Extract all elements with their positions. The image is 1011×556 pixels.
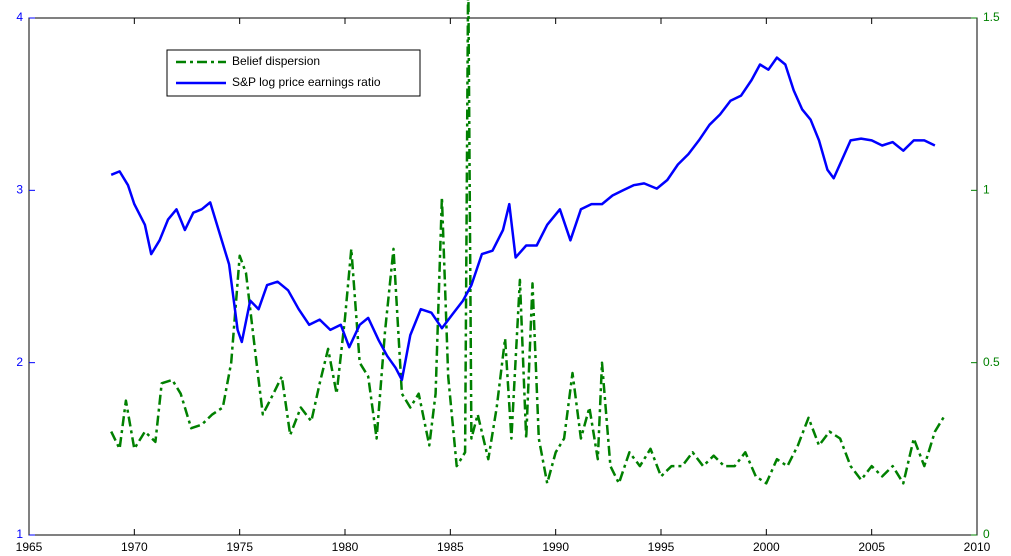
x-tick-label: 2000	[753, 540, 780, 554]
y2-tick-label: 1.5	[983, 10, 1000, 24]
x-tick-label: 1990	[542, 540, 569, 554]
x-tick-label: 2005	[858, 540, 885, 554]
y-tick-label: 3	[16, 183, 23, 197]
legend-box	[166, 49, 421, 97]
legend-label: Belief dispersion	[232, 54, 320, 68]
y-tick-label: 2	[16, 355, 23, 369]
series-line	[110, 56, 936, 382]
x-tick-label: 1985	[437, 540, 464, 554]
y-tick-label: 4	[16, 10, 23, 24]
y2-tick-label: 0.5	[983, 355, 1000, 369]
x-tick-label: 1975	[226, 540, 253, 554]
x-tick-label: 2010	[964, 540, 991, 554]
x-tick-label: 1970	[121, 540, 148, 554]
x-tick-label: 1980	[332, 540, 359, 554]
plot-frame	[28, 17, 978, 536]
y-tick-label: 1	[16, 527, 23, 541]
legend-label: S&P log price earnings ratio	[232, 75, 381, 89]
x-tick-label: 1965	[16, 540, 43, 554]
y2-tick-label: 1	[983, 183, 990, 197]
x-tick-label: 1995	[648, 540, 675, 554]
y2-tick-label: 0	[983, 527, 990, 541]
series-line	[110, 0, 947, 485]
